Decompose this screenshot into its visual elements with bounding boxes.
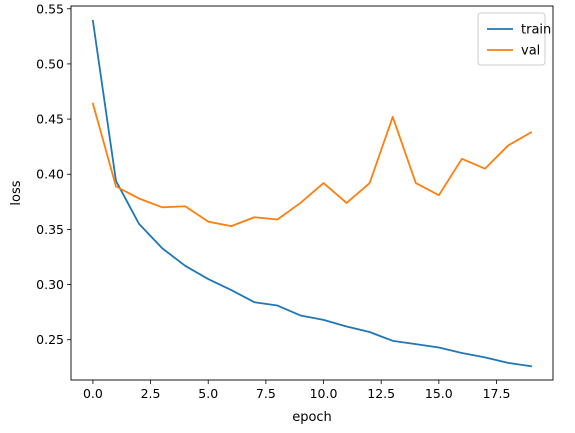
- series-line-train: [91, 19, 533, 368]
- data-point-train: [507, 362, 509, 364]
- y-axis-label: loss: [9, 180, 24, 205]
- x-tick-label: 0.0: [83, 386, 103, 401]
- data-point-val: [92, 102, 94, 104]
- data-point-val: [507, 144, 509, 146]
- data-point-val: [484, 168, 486, 170]
- data-point-train: [461, 352, 463, 354]
- data-point-val: [276, 218, 278, 220]
- series-layer: [91, 19, 533, 368]
- data-point-train: [345, 325, 347, 327]
- data-point-train: [207, 278, 209, 280]
- data-point-val: [461, 158, 463, 160]
- data-point-train: [438, 346, 440, 348]
- y-tick-label: 0.35: [36, 222, 64, 237]
- data-point-val: [438, 194, 440, 196]
- x-tick-label: 10.0: [310, 386, 338, 401]
- x-tick-label: 7.5: [256, 386, 276, 401]
- data-point-train: [138, 223, 140, 225]
- x-tick-label: 5.0: [198, 386, 218, 401]
- data-point-val: [392, 116, 394, 118]
- legend-label-train: train: [521, 23, 551, 38]
- data-point-val: [207, 220, 209, 222]
- data-point-val: [530, 131, 532, 133]
- data-point-val: [184, 205, 186, 207]
- data-point-val: [253, 216, 255, 218]
- legend-box: [477, 12, 546, 66]
- data-point-train: [253, 301, 255, 303]
- data-point-train: [322, 319, 324, 321]
- plot-frame: [70, 5, 554, 381]
- y-tick-label: 0.30: [36, 277, 64, 292]
- legend-label-val: val: [521, 44, 540, 59]
- x-tick-label: 2.5: [141, 386, 161, 401]
- y-tick-label: 0.55: [36, 1, 64, 16]
- x-tick-label: 17.5: [483, 386, 511, 401]
- data-point-val: [368, 182, 370, 184]
- x-axis-ticks: 0.0 2.5 5.0 7.5 10.0 12.5 15.0 17.5: [83, 380, 510, 401]
- data-point-train: [184, 265, 186, 267]
- legend: train val: [477, 12, 551, 66]
- data-point-val: [115, 185, 117, 187]
- y-axis-ticks: 0.25 0.30 0.35 0.40 0.45 0.50 0.55: [36, 1, 71, 347]
- data-point-train: [484, 356, 486, 358]
- data-point-train: [230, 289, 232, 291]
- x-axis-label: epoch: [292, 410, 332, 425]
- data-point-val: [345, 202, 347, 204]
- data-point-val: [161, 206, 163, 208]
- y-tick-label: 0.25: [36, 332, 64, 347]
- data-point-train: [368, 331, 370, 333]
- x-tick-label: 15.0: [425, 386, 453, 401]
- data-point-val: [299, 202, 301, 204]
- data-point-val: [415, 182, 417, 184]
- series-line-val: [91, 102, 533, 227]
- y-tick-label: 0.40: [36, 167, 64, 182]
- data-point-train: [299, 314, 301, 316]
- data-point-val: [230, 225, 232, 227]
- data-point-train: [392, 340, 394, 342]
- data-point-val: [138, 197, 140, 199]
- x-tick-label: 12.5: [367, 386, 395, 401]
- y-tick-label: 0.45: [36, 112, 64, 127]
- data-point-train: [415, 343, 417, 345]
- data-point-train: [276, 304, 278, 306]
- y-tick-label: 0.50: [36, 56, 64, 71]
- data-point-train: [92, 20, 94, 22]
- data-point-train: [161, 247, 163, 249]
- data-point-val: [322, 182, 324, 184]
- data-point-train: [530, 365, 532, 367]
